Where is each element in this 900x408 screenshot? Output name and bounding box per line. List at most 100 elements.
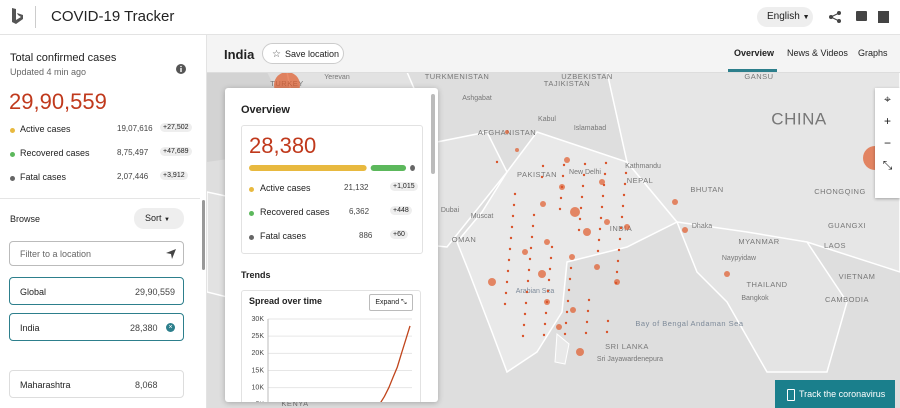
locate-icon[interactable] bbox=[165, 248, 177, 260]
stat-value: 19,07,616 bbox=[117, 124, 153, 133]
stat-value: 2,07,446 bbox=[117, 172, 149, 181]
bing-logo bbox=[12, 8, 23, 24]
case-dot bbox=[577, 228, 581, 232]
track-button[interactable]: Track the coronavirus bbox=[775, 380, 895, 408]
map-label: LAOS bbox=[824, 241, 846, 250]
filter-placeholder: Filter to a location bbox=[20, 249, 92, 259]
map-label: TAJIKISTAN bbox=[544, 79, 590, 88]
overview-box bbox=[241, 125, 423, 254]
sort-button[interactable]: Sort ▼ bbox=[134, 208, 184, 229]
case-dot bbox=[605, 330, 609, 334]
case-bar-segment bbox=[410, 165, 415, 171]
case-bubble bbox=[576, 348, 584, 356]
case-dot bbox=[584, 331, 588, 335]
map-label: Kathmandu bbox=[625, 163, 661, 170]
case-bar-segment bbox=[370, 165, 407, 171]
case-bubble bbox=[614, 279, 620, 285]
expand-button[interactable]: Expand ⤡ bbox=[369, 294, 413, 311]
filter-input[interactable]: Filter to a location bbox=[9, 241, 184, 266]
case-dot bbox=[596, 249, 600, 253]
case-dot bbox=[579, 206, 583, 210]
save-location-button[interactable]: ☆ Save location bbox=[262, 43, 344, 64]
scrollbar[interactable] bbox=[431, 94, 435, 174]
map-label: BHUTAN bbox=[690, 185, 723, 194]
case-dot bbox=[622, 193, 626, 197]
case-dot bbox=[548, 267, 552, 271]
stat-label: Active cases bbox=[260, 183, 311, 193]
map-label: New Delhi bbox=[569, 169, 601, 176]
case-dot bbox=[523, 312, 527, 316]
case-dot bbox=[562, 163, 566, 167]
stat-label: Fatal cases bbox=[20, 172, 67, 182]
language-select[interactable]: English ▼ bbox=[757, 7, 813, 27]
location-item[interactable]: India 28,380 × bbox=[9, 313, 184, 341]
case-dot bbox=[618, 237, 622, 241]
y-tick-label: 25K bbox=[252, 333, 265, 340]
location-name: India bbox=[20, 323, 40, 333]
sort-label: Sort bbox=[145, 213, 162, 223]
location-name: Global bbox=[20, 287, 47, 297]
case-dot bbox=[521, 334, 525, 338]
case-dot bbox=[507, 258, 511, 262]
case-dot bbox=[549, 256, 553, 260]
tab[interactable]: Graphs bbox=[858, 48, 888, 58]
map-label: TURKMENISTAN bbox=[425, 72, 490, 81]
map-label: SRI LANKA bbox=[605, 342, 649, 351]
case-dot bbox=[619, 226, 623, 230]
case-bubble bbox=[624, 224, 630, 230]
scrollbar[interactable] bbox=[202, 200, 205, 270]
case-dot bbox=[558, 207, 562, 211]
chart-title: Spread over time bbox=[249, 296, 323, 306]
southeast-asia-shape bbox=[675, 221, 848, 373]
case-dot bbox=[561, 174, 565, 178]
header-icons[interactable] bbox=[828, 10, 890, 24]
browse-label: Browse bbox=[10, 214, 41, 224]
tab[interactable]: Overview bbox=[734, 48, 775, 58]
info-icon[interactable] bbox=[176, 64, 186, 74]
case-dot bbox=[598, 227, 602, 231]
clear-icon[interactable]: × bbox=[166, 323, 175, 332]
trends-label: Trends bbox=[241, 270, 271, 280]
track-button-label: Track the coronavirus bbox=[799, 389, 886, 399]
case-dot bbox=[567, 288, 571, 292]
map-controls[interactable]: ⌖ + − ⤡ bbox=[875, 88, 900, 198]
case-dot bbox=[528, 257, 532, 261]
y-tick-label: 30K bbox=[252, 316, 265, 323]
case-dot bbox=[599, 216, 603, 220]
case-dot bbox=[563, 332, 567, 336]
map-label: CHINA bbox=[771, 109, 827, 128]
map-label: PAKISTAN bbox=[517, 170, 557, 179]
case-dot bbox=[526, 279, 530, 283]
case-dot bbox=[578, 217, 582, 221]
map-label: UZBEKISTAN bbox=[561, 72, 613, 81]
map-label: Arabian Sea bbox=[516, 288, 555, 295]
overview-total: 28,380 bbox=[249, 133, 317, 158]
case-dot bbox=[586, 309, 590, 313]
tab[interactable]: News & Videos bbox=[787, 48, 848, 58]
spread-chart: 5K10K15K20K25K30K bbox=[252, 316, 412, 402]
case-dot bbox=[505, 280, 509, 284]
stat-dot bbox=[249, 187, 254, 192]
map-label: GANSU bbox=[744, 72, 773, 81]
map-label: OMAN bbox=[452, 235, 477, 244]
case-dot bbox=[495, 160, 499, 164]
map-label: Kabul bbox=[538, 116, 556, 123]
case-dot bbox=[566, 299, 570, 303]
case-bubble bbox=[522, 249, 528, 255]
location-item[interactable]: Maharashtra 8,068 bbox=[9, 370, 184, 398]
case-dot bbox=[616, 259, 620, 263]
case-dot bbox=[606, 319, 610, 323]
location-item[interactable]: Global 29,90,559 bbox=[9, 277, 184, 305]
location-title: India bbox=[224, 47, 255, 62]
case-dot bbox=[569, 266, 573, 270]
case-dot bbox=[511, 214, 515, 218]
case-dot bbox=[512, 203, 516, 207]
case-bubble bbox=[570, 207, 580, 217]
chart-box bbox=[241, 290, 421, 402]
case-dot bbox=[504, 291, 508, 295]
case-bubble bbox=[604, 219, 610, 225]
sri-lanka-shape bbox=[554, 332, 570, 365]
stat-value: 21,132 bbox=[344, 183, 369, 192]
sidebar: Total confirmed cases Updated 4 min ago … bbox=[0, 35, 207, 408]
stat-change: +1,015 bbox=[390, 182, 418, 191]
